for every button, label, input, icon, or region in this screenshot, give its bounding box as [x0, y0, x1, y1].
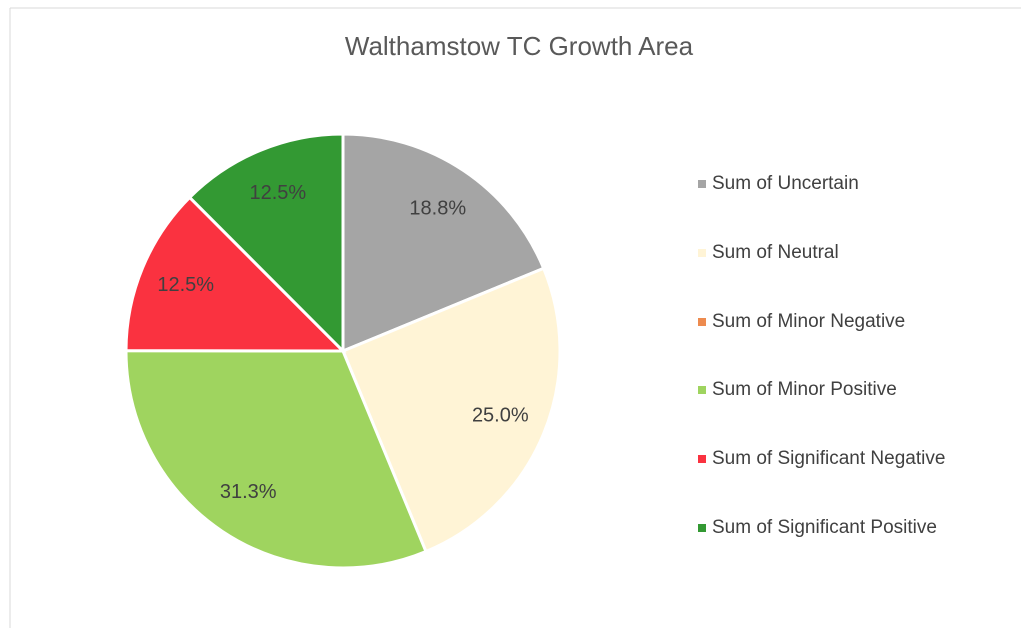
legend-label: Sum of Uncertain: [712, 173, 859, 194]
legend-label: Sum of Neutral: [712, 242, 839, 263]
slice-label: 25.0%: [472, 405, 529, 427]
legend-swatch: [698, 386, 706, 394]
legend-label: Sum of Minor Positive: [712, 379, 897, 400]
pie-slice: [124, 349, 428, 570]
pie-slice: [187, 132, 345, 355]
slice-label: 18.8%: [409, 198, 466, 220]
legend-label: Sum of Significant Negative: [712, 448, 945, 469]
legend-label: Sum of Minor Negative: [712, 311, 905, 332]
chart-title: Walthamstow TC Growth Area: [345, 31, 694, 61]
legend-swatch: [698, 249, 706, 257]
legend-swatch: [698, 524, 706, 532]
pie-slice: [341, 132, 546, 354]
legend-swatch: [698, 455, 706, 463]
pie-slice: [124, 195, 347, 353]
slice-label: 12.5%: [250, 182, 307, 204]
legend-swatch: [698, 318, 706, 326]
slice-label: 31.3%: [220, 481, 277, 503]
slice-label: 12.5%: [157, 274, 214, 296]
legend-swatch: [698, 180, 706, 188]
legend-label: Sum of Significant Positive: [712, 517, 937, 538]
